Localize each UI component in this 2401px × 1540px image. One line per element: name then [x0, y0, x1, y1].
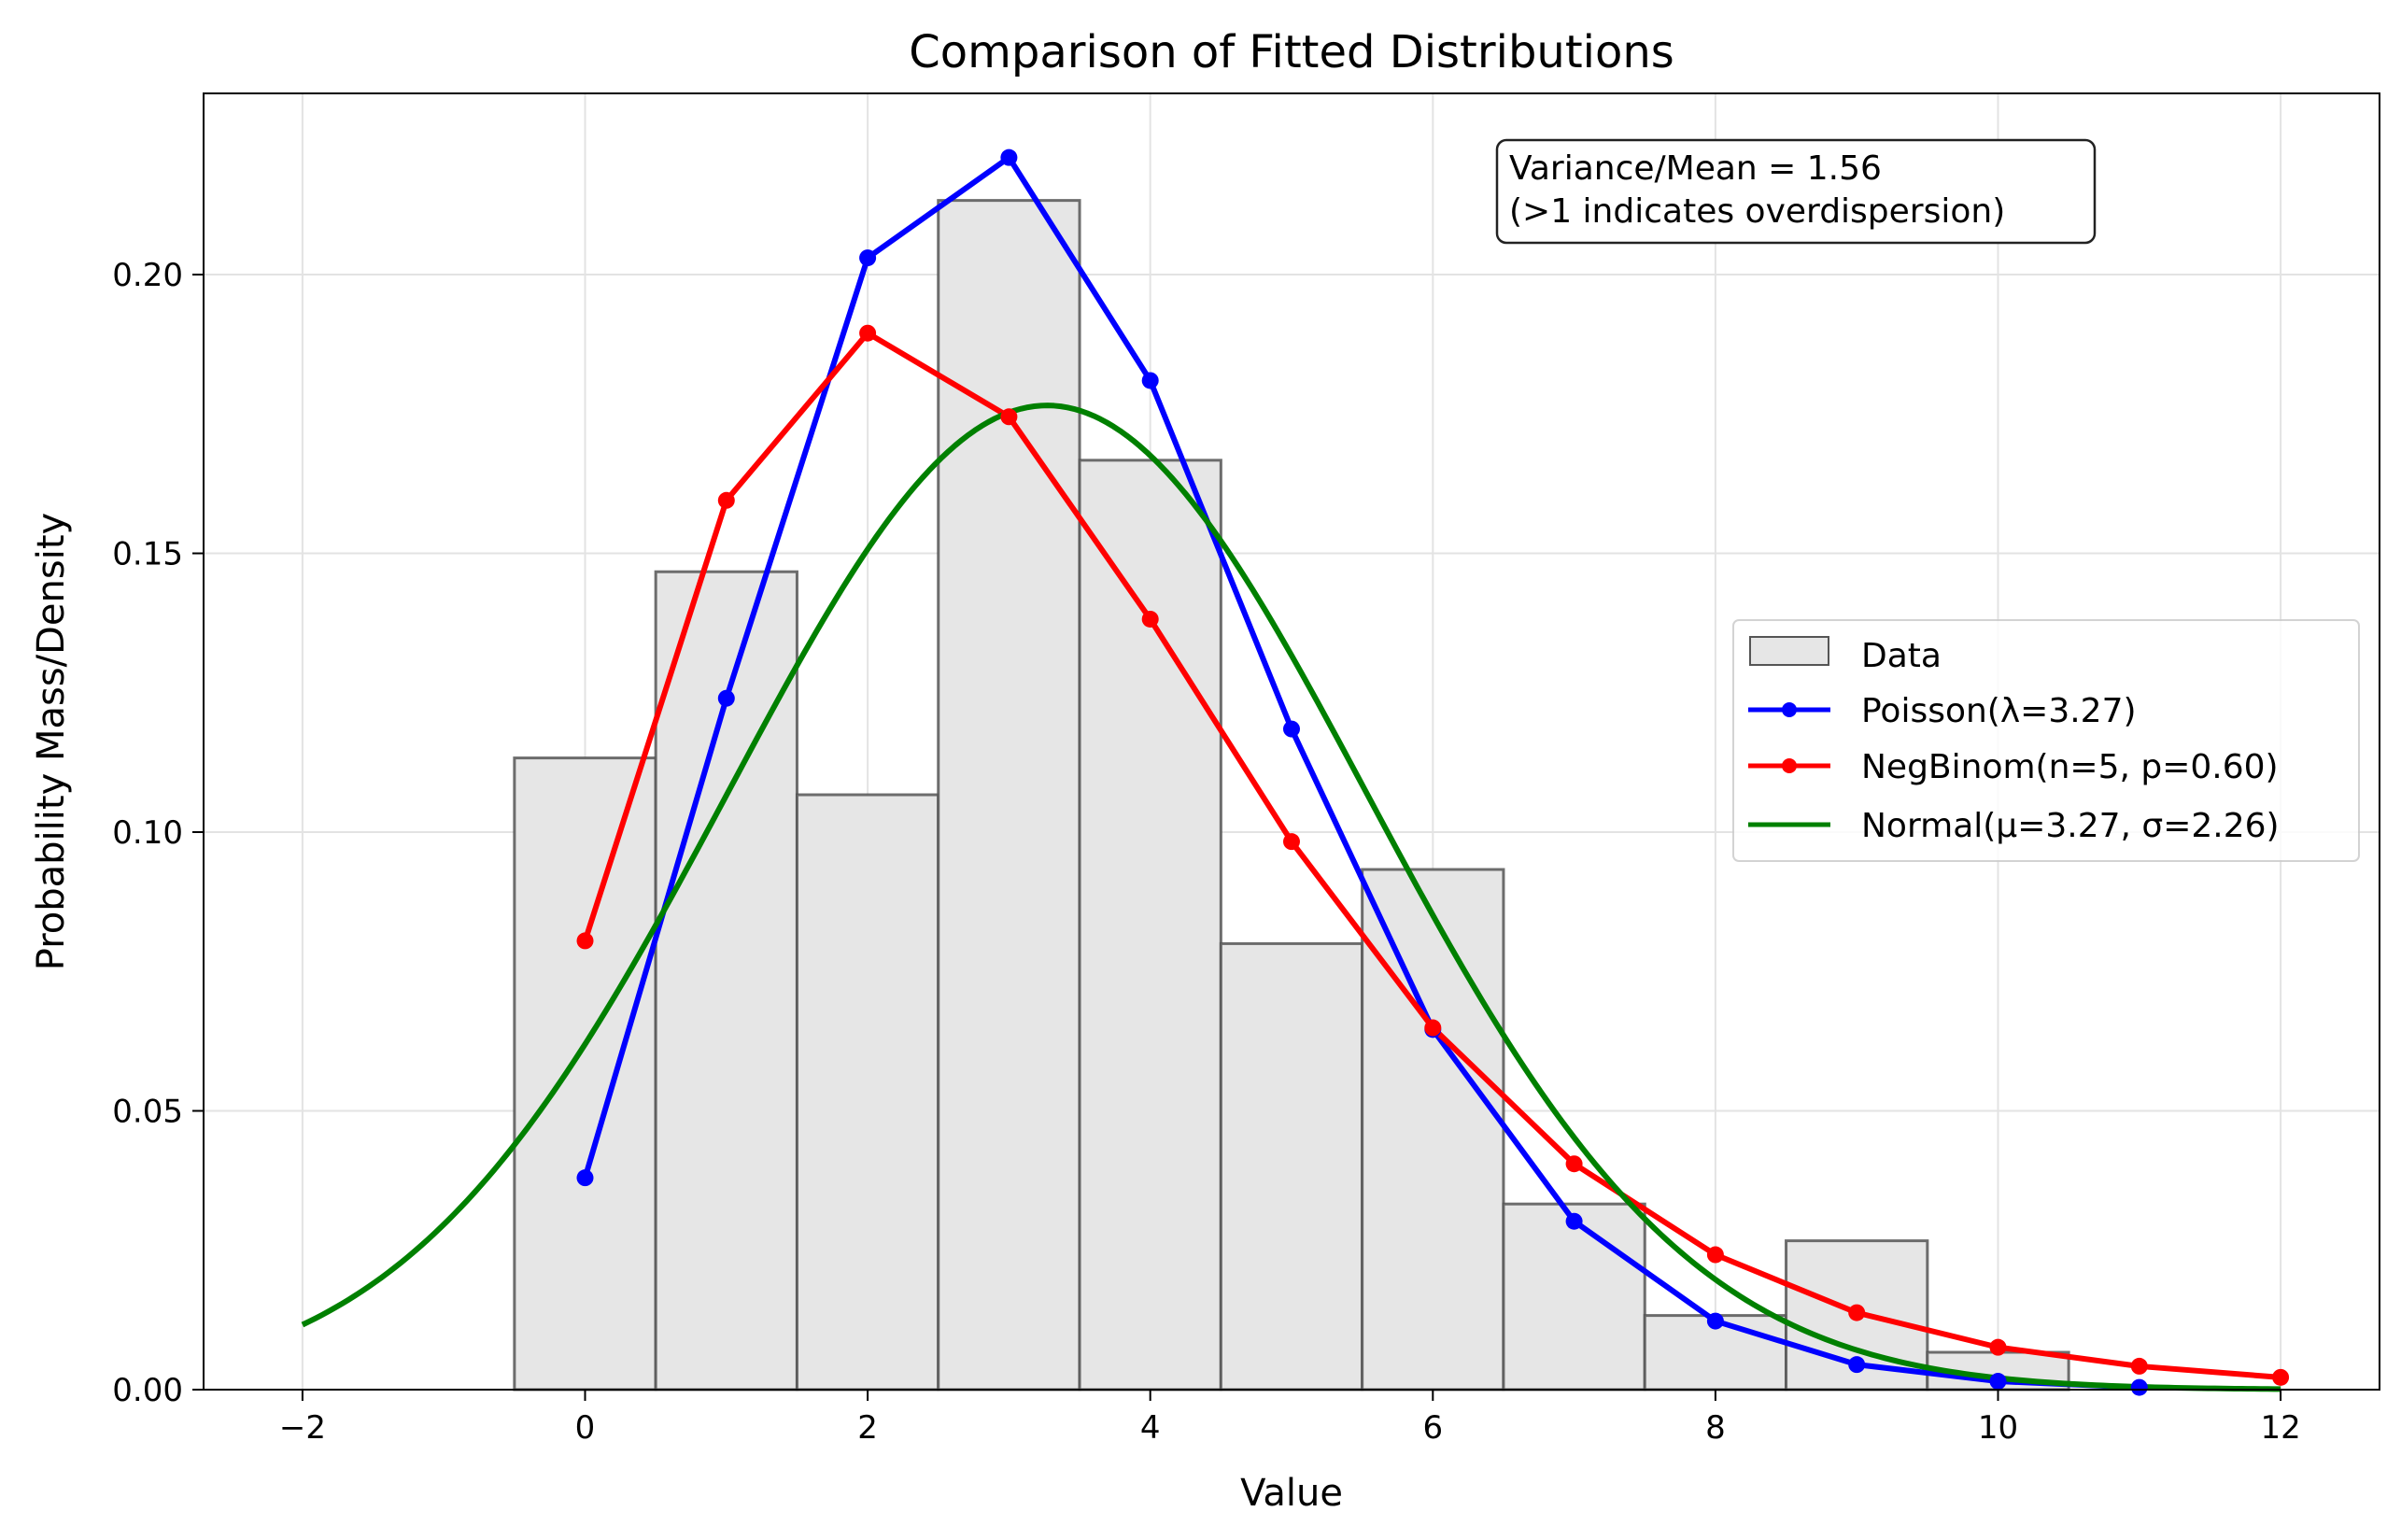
histogram-bar [513, 756, 657, 1392]
y-axis-label: Probability Mass/Density [30, 513, 73, 970]
legend: Data Poisson(λ=3.27) NegBinom(n=5, p=0.6… [1732, 619, 2360, 862]
histogram-bars [513, 199, 2070, 1392]
data-point-poisson [859, 249, 877, 267]
y-tick-label: 0.10 [112, 814, 183, 852]
histogram-bar [1502, 1202, 1646, 1392]
data-point-poisson [1141, 372, 1159, 389]
data-point-negbinom [2130, 1357, 2148, 1375]
data-point-poisson [1706, 1312, 1724, 1330]
x-axis-label: Value [1240, 1472, 1343, 1515]
histogram-bar [795, 793, 940, 1392]
legend-marker-poisson [1782, 702, 1797, 717]
data-point-poisson [717, 689, 735, 707]
data-point-negbinom [1424, 1019, 1442, 1037]
legend-label-poisson: Poisson(λ=3.27) [1861, 692, 2137, 730]
data-point-negbinom [2272, 1368, 2290, 1386]
histogram-bar [1078, 459, 1222, 1392]
data-point-negbinom [1706, 1246, 1724, 1264]
data-point-negbinom [576, 932, 594, 950]
series-line-poisson [582, 154, 2140, 1391]
annotation-line-2: (>1 indicates overdispersion) [1509, 192, 2005, 231]
annotation-box: Variance/Mean = 1.56 (>1 indicates overd… [1495, 138, 2097, 245]
data-point-poisson [2130, 1378, 2148, 1396]
data-point-poisson [1283, 720, 1300, 738]
data-point-negbinom [1989, 1338, 2007, 1356]
y-tick-label: 0.15 [112, 536, 183, 573]
data-point-poisson [1000, 148, 1018, 166]
data-point-negbinom [1141, 610, 1159, 628]
data-point-negbinom [717, 491, 735, 509]
series-markers [576, 148, 2290, 1396]
y-tick-label: 0.00 [112, 1372, 183, 1409]
legend-swatch-data [1749, 636, 1829, 666]
annotation-frame [1495, 138, 2097, 245]
annotation-line-1: Variance/Mean = 1.56 [1509, 149, 1882, 188]
x-tick-label: 8 [1705, 1409, 1726, 1447]
data-point-negbinom [1565, 1155, 1583, 1173]
data-point-negbinom [1848, 1304, 1866, 1321]
x-tick-label: 2 [857, 1409, 878, 1447]
data-point-poisson [576, 1169, 594, 1187]
legend-frame [1732, 619, 2360, 862]
axes-frame [203, 92, 2380, 1391]
x-tick-label: 0 [575, 1409, 596, 1447]
y-tick-label: 0.05 [112, 1094, 183, 1131]
legend-label-data: Data [1861, 637, 1942, 675]
legend-label-negbinom: NegBinom(n=5, p=0.60) [1861, 748, 2279, 786]
x-tick-label: 12 [2260, 1409, 2300, 1447]
data-point-poisson [1848, 1356, 1866, 1374]
histogram-bar [1219, 941, 1364, 1392]
legend-marker-negbinom [1782, 758, 1797, 773]
x-tick-label: 6 [1422, 1409, 1443, 1447]
histogram-bar [1361, 868, 1505, 1392]
data-point-negbinom [1283, 833, 1300, 851]
axis-ticks: −2 0 2 4 6 8 10 12 0.00 0.05 0.10 0.15 0.20 [112, 257, 2300, 1447]
data-point-poisson [1565, 1212, 1583, 1230]
data-point-negbinom [1000, 408, 1018, 426]
data-point-poisson [1989, 1373, 2007, 1391]
data-point-negbinom [859, 324, 877, 342]
histogram-bar [937, 199, 1081, 1392]
chart-title: Comparison of Fitted Distributions [909, 26, 1674, 78]
x-tick-label: 4 [1140, 1409, 1161, 1447]
series-line-normal [301, 403, 2281, 1392]
x-tick-label: −2 [279, 1409, 326, 1447]
y-tick-label: 0.20 [112, 257, 183, 294]
legend-label-normal: Normal(μ=3.27, σ=2.26) [1861, 807, 2280, 845]
x-tick-label: 10 [1978, 1409, 2018, 1447]
